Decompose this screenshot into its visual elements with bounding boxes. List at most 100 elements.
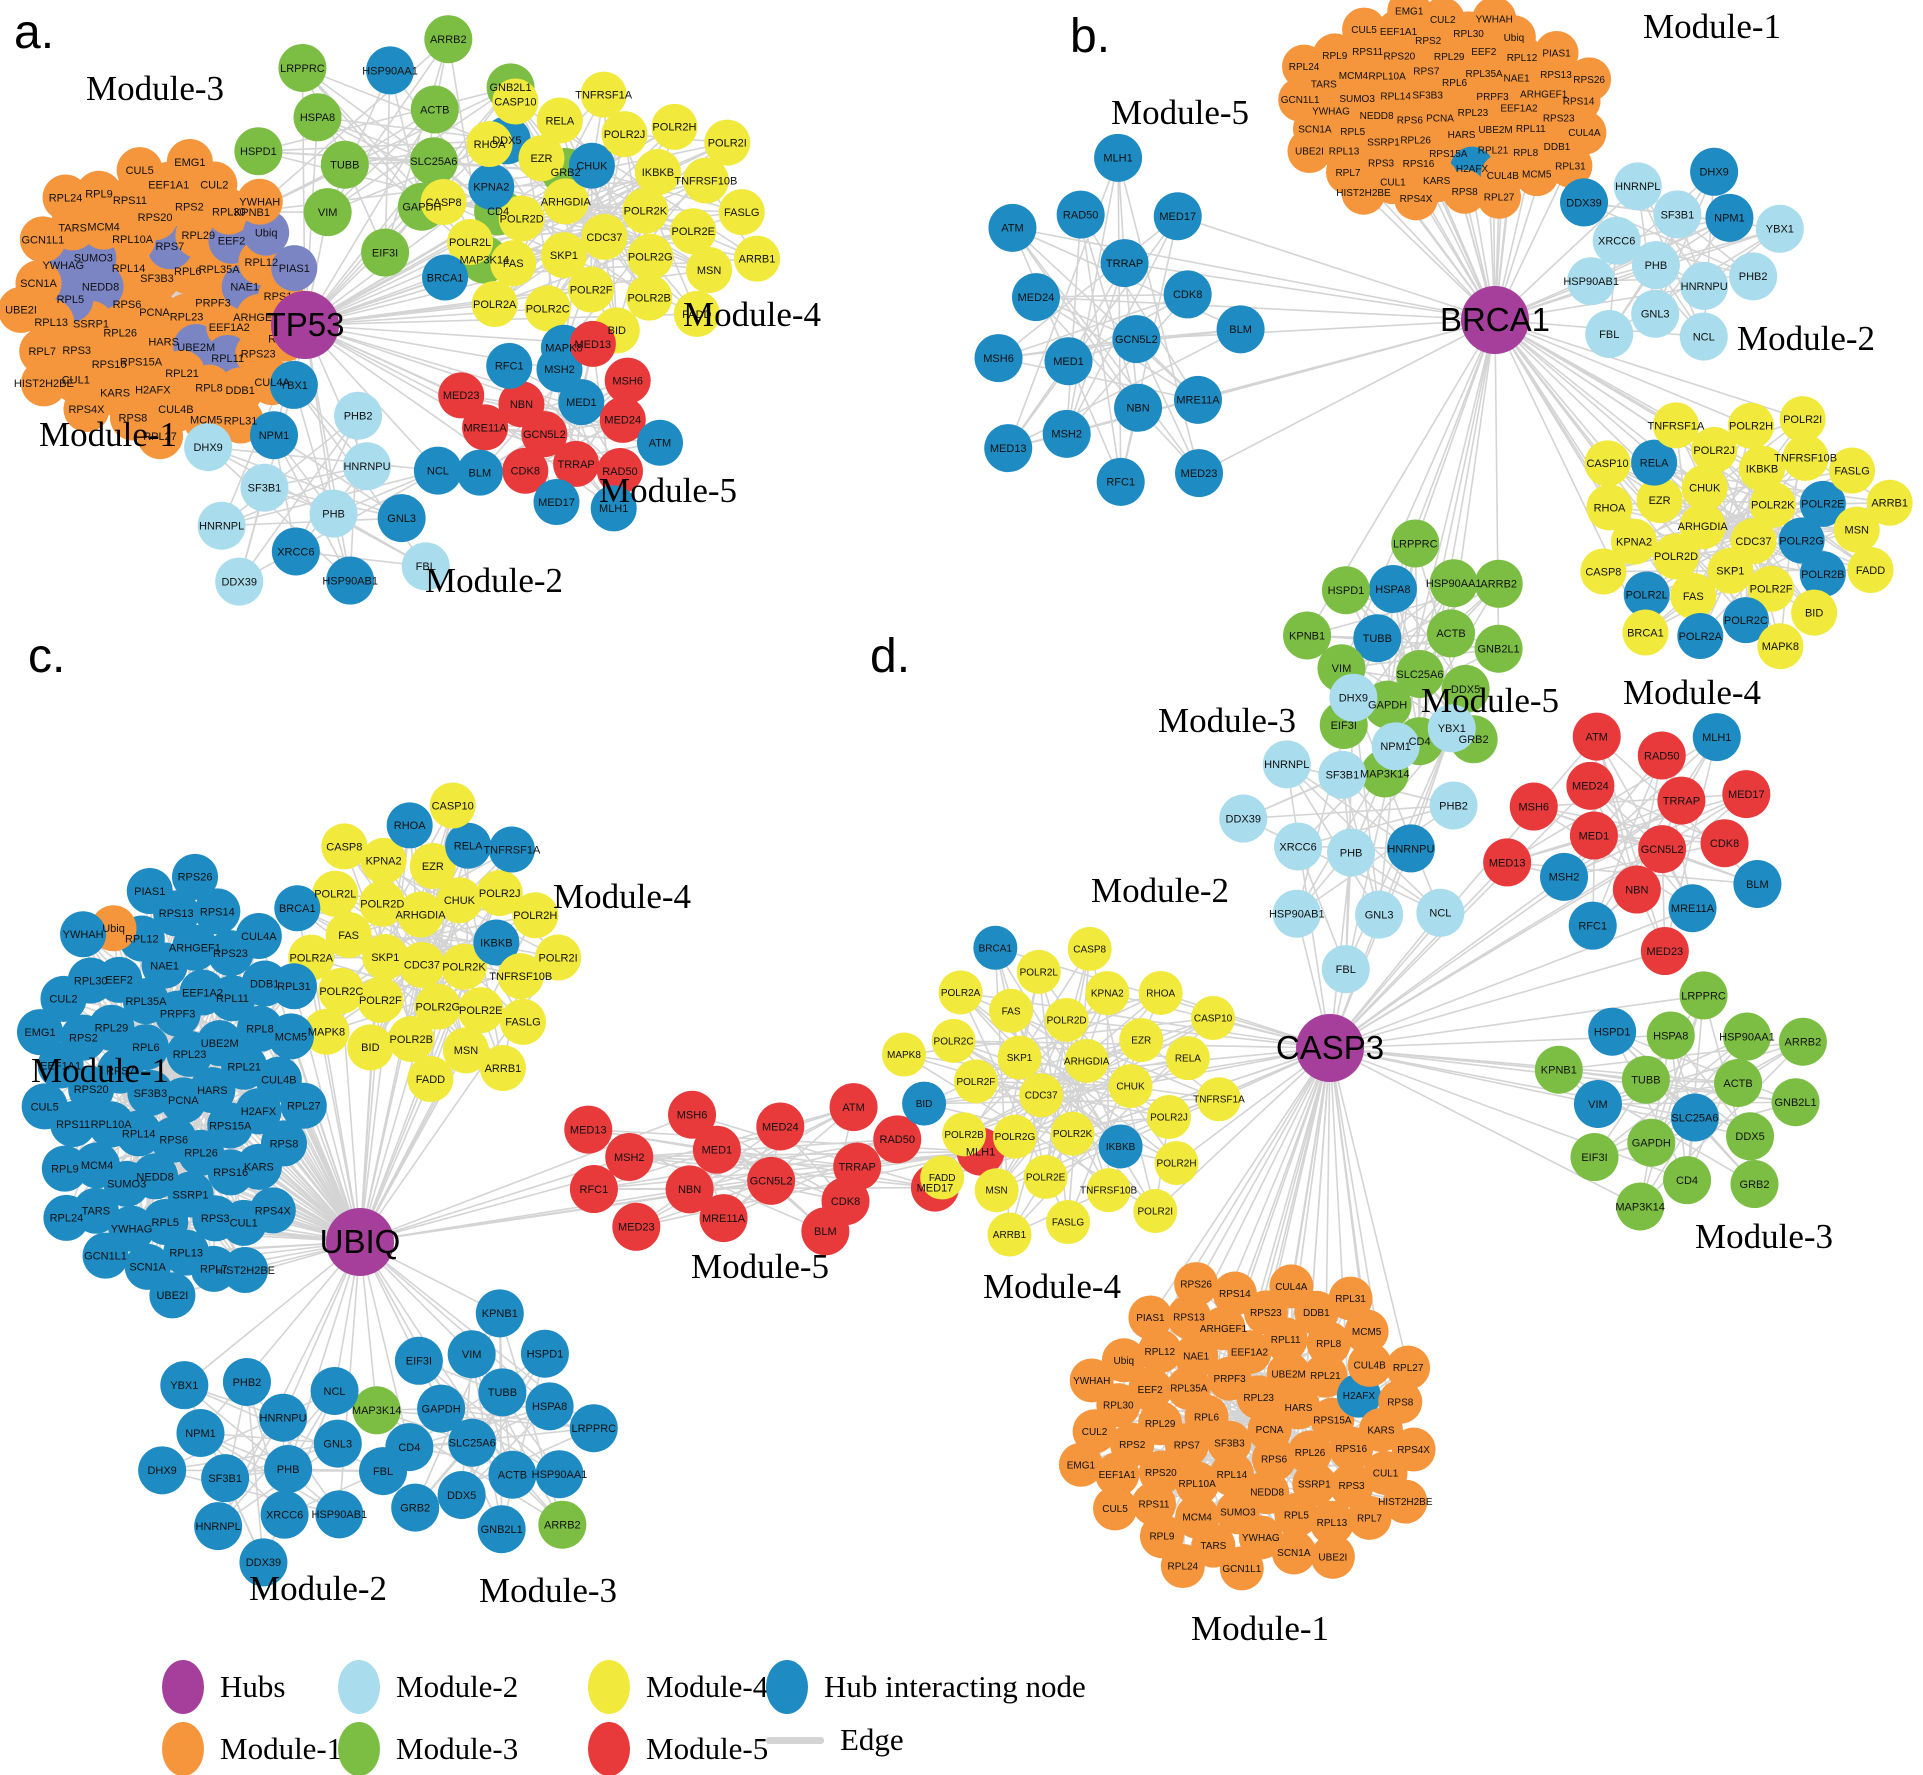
network-node[interactable]: [63, 386, 110, 433]
network-node[interactable]: [1393, 176, 1438, 221]
network-node[interactable]: [409, 137, 458, 186]
network-node[interactable]: [1442, 169, 1487, 214]
network-node[interactable]: [626, 274, 673, 321]
network-node[interactable]: [476, 870, 523, 917]
network-node[interactable]: [1287, 129, 1332, 174]
network-node[interactable]: [116, 147, 163, 194]
network-node[interactable]: [442, 1027, 489, 1074]
network-node[interactable]: [441, 943, 488, 990]
network-node[interactable]: [1691, 426, 1738, 473]
network-node[interactable]: [0, 286, 44, 333]
network-node[interactable]: [1100, 239, 1149, 288]
network-node[interactable]: [1779, 396, 1826, 443]
network-node[interactable]: [1631, 289, 1680, 338]
network-node[interactable]: [1282, 44, 1327, 89]
network-node[interactable]: [386, 802, 433, 849]
network-node[interactable]: [1094, 133, 1143, 182]
network-node[interactable]: [1044, 337, 1093, 386]
network-node[interactable]: [1387, 0, 1432, 34]
network-node[interactable]: [303, 188, 352, 237]
network-node[interactable]: [398, 941, 445, 988]
network-node[interactable]: [1112, 315, 1161, 364]
network-node[interactable]: [274, 885, 321, 932]
network-node[interactable]: [1567, 257, 1616, 306]
network-node[interactable]: [1679, 503, 1726, 550]
network-node[interactable]: [1353, 614, 1402, 663]
network-node[interactable]: [466, 120, 513, 167]
network-node[interactable]: [197, 501, 246, 550]
network-node[interactable]: [704, 119, 751, 166]
network-node[interactable]: [429, 782, 476, 829]
network-node[interactable]: [462, 404, 509, 451]
network-node[interactable]: [1420, 0, 1465, 42]
network-node[interactable]: [497, 953, 544, 1000]
network-node[interactable]: [498, 195, 545, 242]
network-node[interactable]: [445, 822, 492, 869]
network-node[interactable]: [568, 266, 615, 313]
network-node[interactable]: [734, 235, 781, 282]
network-node[interactable]: [397, 891, 444, 938]
network-node[interactable]: [309, 489, 358, 538]
network-node[interactable]: [240, 463, 289, 512]
network-node[interactable]: [347, 1024, 394, 1071]
network-node[interactable]: [686, 247, 733, 294]
network-node[interactable]: [1829, 447, 1876, 494]
network-node[interactable]: [438, 372, 485, 419]
network-node[interactable]: [303, 1008, 350, 1055]
network-node[interactable]: [269, 360, 318, 409]
network-node[interactable]: [414, 983, 461, 1030]
network-node[interactable]: [988, 203, 1037, 252]
network-node[interactable]: [1653, 533, 1700, 580]
network-node[interactable]: [1368, 564, 1417, 613]
network-node[interactable]: [512, 892, 559, 939]
network-node[interactable]: [1592, 216, 1641, 265]
network-node[interactable]: [334, 391, 383, 440]
network-node[interactable]: [718, 189, 765, 236]
network-node[interactable]: [409, 843, 456, 890]
network-node[interactable]: [1739, 445, 1786, 492]
network-node[interactable]: [479, 1045, 526, 1092]
network-node[interactable]: [984, 424, 1033, 473]
network-node[interactable]: [601, 111, 648, 158]
network-node[interactable]: [293, 93, 342, 142]
network-node[interactable]: [42, 174, 89, 221]
network-node[interactable]: [499, 998, 546, 1045]
network-node[interactable]: [325, 912, 372, 959]
network-node[interactable]: [184, 423, 233, 472]
network-node[interactable]: [682, 157, 729, 204]
network-node[interactable]: [673, 290, 720, 337]
network-node[interactable]: [436, 877, 483, 924]
network-node[interactable]: [357, 976, 404, 1023]
network-node[interactable]: [1042, 409, 1091, 458]
network-node[interactable]: [388, 1016, 435, 1063]
network-node[interactable]: [1707, 547, 1754, 594]
network-node[interactable]: [1631, 241, 1680, 290]
network-node[interactable]: [1514, 152, 1559, 197]
network-node[interactable]: [20, 360, 67, 407]
network-node[interactable]: [1560, 178, 1609, 227]
network-node[interactable]: [536, 97, 583, 144]
network-node[interactable]: [312, 870, 359, 917]
network-node[interactable]: [1847, 546, 1894, 593]
network-node[interactable]: [1441, 664, 1490, 713]
network-node[interactable]: [1778, 517, 1825, 564]
network-node[interactable]: [1728, 402, 1775, 449]
network-node[interactable]: [1173, 375, 1222, 424]
network-node[interactable]: [1833, 506, 1880, 553]
network-node[interactable]: [234, 127, 283, 176]
network-node[interactable]: [422, 254, 469, 301]
network-node[interactable]: [1534, 31, 1579, 76]
network-node[interactable]: [1690, 147, 1739, 196]
network-node[interactable]: [471, 281, 518, 328]
network-node[interactable]: [1611, 518, 1658, 565]
network-node[interactable]: [1580, 548, 1627, 595]
network-node[interactable]: [581, 213, 628, 260]
network-node[interactable]: [627, 233, 674, 280]
network-node[interactable]: [420, 178, 467, 225]
network-node[interactable]: [410, 85, 459, 134]
network-node[interactable]: [366, 46, 415, 95]
network-node[interactable]: [1474, 559, 1523, 608]
network-node[interactable]: [360, 837, 407, 884]
network-node[interactable]: [1622, 609, 1669, 656]
network-node[interactable]: [502, 447, 549, 494]
